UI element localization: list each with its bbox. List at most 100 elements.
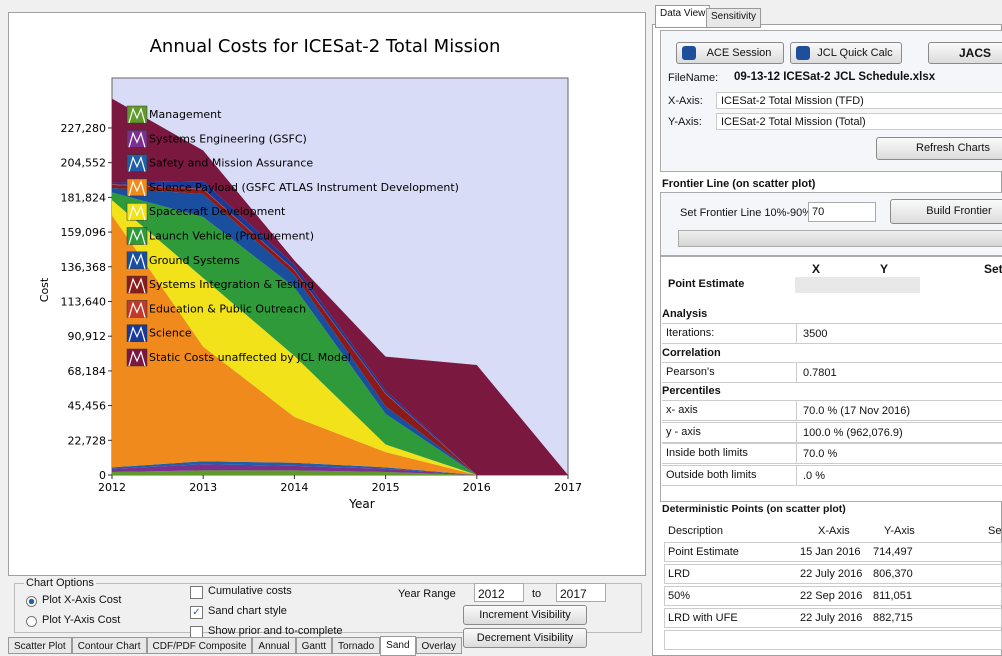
area	[112, 215, 568, 475]
grid-header: X	[812, 262, 821, 276]
filename: 09-13-12 ICESat-2 JCL Schedule.xlsx	[734, 71, 936, 83]
group-title: Chart Options	[24, 577, 96, 589]
area	[112, 181, 568, 475]
tab[interactable]: Scatter Plot	[8, 637, 72, 654]
legend-swatch	[126, 348, 148, 367]
area	[112, 200, 568, 475]
label: Set Frontier Line 10%-90% :	[680, 207, 819, 219]
legend-icon	[128, 325, 146, 342]
cell: Inside both limits	[666, 447, 748, 459]
section	[660, 256, 1002, 502]
tab[interactable]: CDF/PDF Composite	[146, 637, 253, 654]
cell: 3500	[796, 323, 996, 344]
tab[interactable]: Annual	[252, 637, 296, 654]
area	[112, 464, 568, 475]
radio[interactable]	[26, 616, 37, 627]
x-tick-label: 2015	[372, 481, 400, 494]
label: Year Range	[398, 588, 456, 600]
label: Y-Axis:	[668, 116, 702, 128]
y-tick-label: 45,456	[68, 400, 107, 413]
row	[662, 443, 1002, 464]
legend-label: Safety and Mission Assurance	[149, 157, 313, 170]
chart-title: Annual Costs for ICESat-2 Total Mission	[150, 36, 501, 57]
legend-label: Science Payload (GSFC ATLAS Instrument D…	[149, 181, 459, 194]
tab[interactable]: Sand	[380, 636, 416, 656]
cell: 0.7801	[796, 361, 996, 383]
button[interactable]: Increment Visibility	[463, 605, 587, 625]
tab[interactable]: Gantt	[295, 637, 333, 654]
group-box	[14, 583, 642, 633]
section-title: Frontier Line (on scatter plot)	[662, 178, 816, 190]
combobox[interactable]: ICESat-2 Total Mission (TFD)	[716, 92, 1002, 109]
y-tick-label: 90,912	[68, 330, 107, 343]
y-tick-label: 181,824	[61, 191, 107, 204]
legend-icon	[128, 253, 146, 269]
button[interactable]: JACS	[928, 42, 1002, 64]
legend-label: Science	[149, 327, 192, 340]
section-title: Analysis	[662, 308, 708, 320]
cell: 15 Jan 2016	[800, 546, 861, 558]
tab[interactable]: Sensitivity	[706, 8, 762, 28]
grid-header: Set	[984, 262, 1002, 276]
x-tick-label: 2016	[463, 481, 491, 494]
cell: 882,715	[873, 612, 913, 624]
legend-icon	[128, 131, 146, 148]
tab[interactable]: Data View	[655, 5, 711, 28]
legend-swatch	[126, 275, 148, 294]
button[interactable]: JCL Quick Calc	[790, 42, 902, 64]
x-tick-label: 2012	[98, 481, 126, 494]
cell: 22 July 2016	[800, 568, 863, 580]
tab[interactable]: Tornado	[332, 637, 381, 654]
legend-label: Launch Vehicle (Procurement)	[149, 230, 314, 243]
section-title: Correlation	[662, 346, 721, 359]
button[interactable]: Decrement Visibility	[463, 628, 587, 648]
row	[662, 361, 1002, 383]
y-axis-label: Cost	[38, 277, 51, 302]
button[interactable]: Build Frontier	[890, 199, 1002, 224]
y-tick-label: 22,728	[68, 434, 107, 447]
cell: .0 %	[796, 464, 996, 486]
spinner[interactable]: 2017	[556, 583, 606, 602]
cell: 806,370	[873, 568, 913, 580]
col-header: Description	[668, 525, 724, 537]
cell: Iterations:	[666, 327, 715, 339]
field	[795, 277, 920, 293]
checkbox-label: Cumulative costs	[208, 585, 292, 597]
section-title: Percentiles	[662, 385, 721, 397]
legend-swatch	[126, 154, 148, 172]
radio[interactable]	[26, 596, 37, 607]
col-header: Set	[988, 525, 1002, 537]
row	[662, 323, 1002, 344]
area	[112, 470, 568, 475]
input[interactable]: 70	[808, 202, 876, 222]
spinner[interactable]: 2012	[474, 583, 524, 602]
cell: LRD	[668, 568, 691, 580]
y-tick-label: 227,280	[61, 122, 107, 135]
row	[664, 630, 1002, 650]
button[interactable]: ACE Session	[676, 42, 784, 64]
legend-icon	[128, 180, 146, 197]
cell: 50%	[668, 590, 691, 602]
checkbox[interactable]	[190, 586, 203, 599]
combobox[interactable]: ICESat-2 Total Mission (Total)	[716, 113, 1002, 130]
cell: 22 July 2016	[800, 612, 863, 624]
y-tick-label: 68,184	[68, 365, 107, 378]
checkbox[interactable]: ✓	[190, 606, 203, 619]
cell: LRD with UFE	[668, 612, 738, 624]
radio-label: Plot X-Axis Cost	[42, 594, 122, 606]
button[interactable]: Refresh Charts	[876, 137, 1002, 160]
y-tick-label: 136,368	[61, 261, 107, 274]
legend-label: Education & Public Outreach	[149, 302, 306, 315]
legend-icon	[128, 155, 146, 172]
cell: 22 Sep 2016	[800, 590, 863, 602]
col-header: X-Axis	[818, 525, 850, 537]
legend-swatch	[126, 130, 148, 148]
section-title: Deterministic Points (on scatter plot)	[662, 503, 846, 515]
tab[interactable]: Contour Chart	[71, 637, 147, 654]
grid-header: Y	[880, 262, 889, 276]
y-tick-label: 0	[99, 469, 106, 482]
checkbox-label: Sand chart style	[208, 605, 287, 617]
legend-icon	[128, 277, 146, 294]
tab[interactable]: Overlay	[415, 637, 462, 654]
